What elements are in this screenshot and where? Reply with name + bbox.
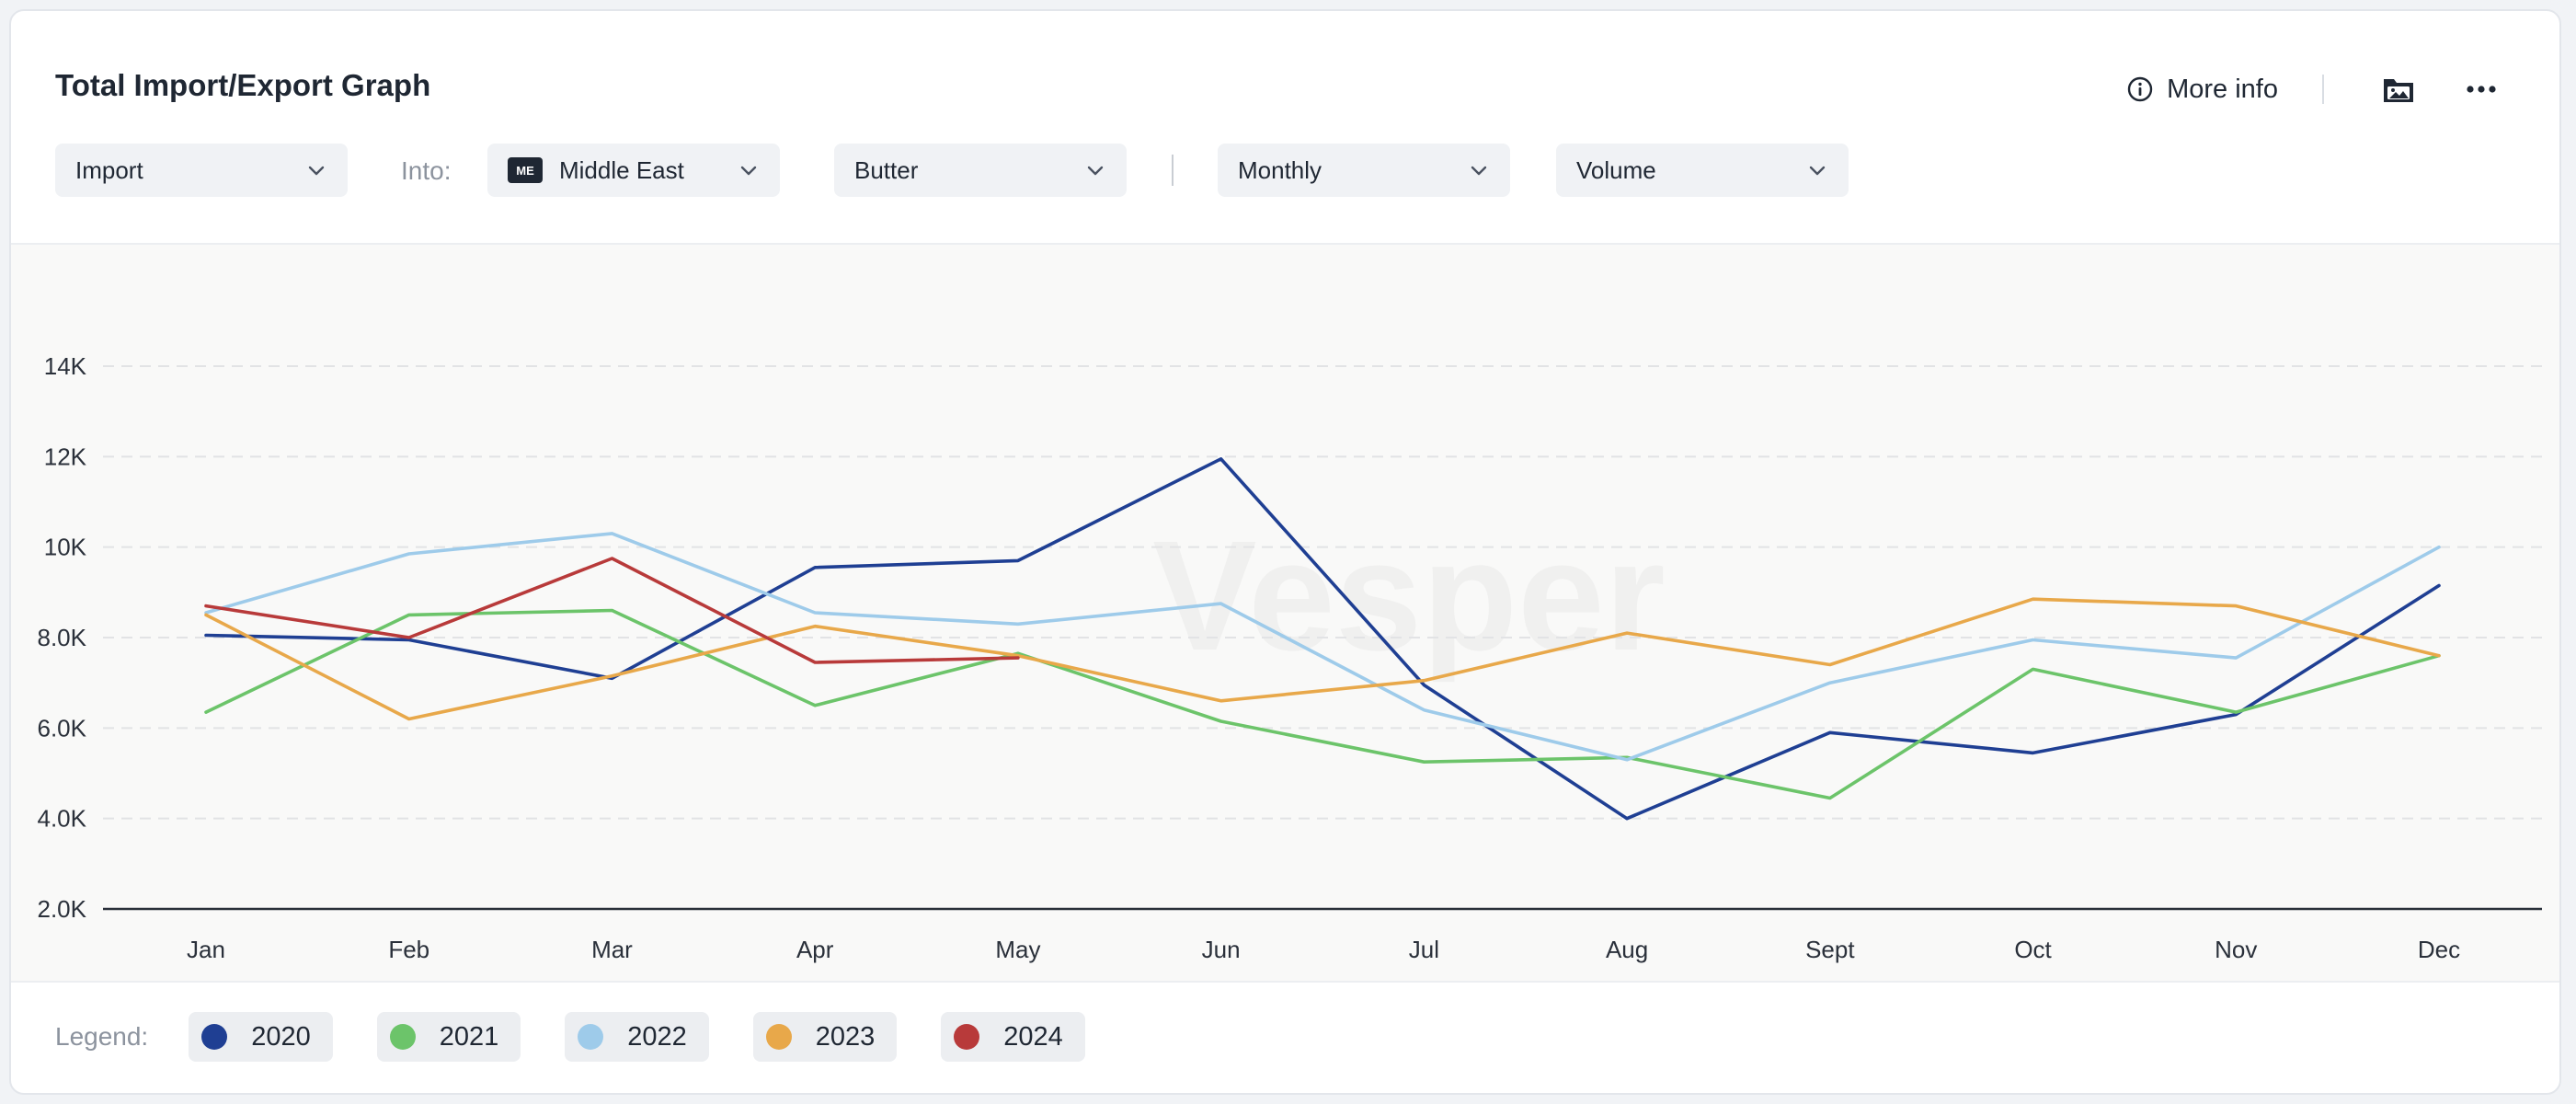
x-tick-label: Dec	[2418, 936, 2460, 963]
series-line-2023	[204, 597, 2441, 721]
period-select[interactable]: Monthly	[1218, 144, 1510, 197]
line-chart: Vesper 2.0K 4.0K 6.0K 8.0K 10K 12K 14K Jan Feb Ma…	[38, 352, 2542, 963]
x-tick-label: Apr	[796, 936, 834, 963]
product-select-value: Butter	[854, 155, 919, 184]
chevron-down-icon	[740, 166, 757, 176]
legend-dot	[201, 1024, 228, 1050]
header-actions: More info	[2126, 66, 2504, 112]
plot-area: Vesper 2.0K 4.0K 6.0K 8.0K 10K 12K 14K Jan Feb Ma…	[11, 243, 2559, 983]
legend-item-label: 2023	[815, 1021, 876, 1052]
info-circle-icon	[2127, 76, 2153, 102]
product-select[interactable]: Butter	[834, 144, 1127, 197]
x-tick-label: May	[995, 936, 1040, 963]
legend-item-2021[interactable]: 2021	[376, 1012, 521, 1062]
measure-select[interactable]: Volume	[1556, 144, 1849, 197]
legend-label: Legend:	[55, 1022, 149, 1051]
measure-select-value: Volume	[1576, 155, 1656, 184]
legend-dot	[389, 1024, 416, 1050]
x-tick-label: Nov	[2215, 936, 2257, 963]
legend-dot	[578, 1024, 604, 1050]
series-line-2021	[204, 608, 2441, 800]
y-tick-label: 10K	[44, 534, 87, 561]
y-tick-label: 14K	[44, 352, 87, 380]
graph-card: Total Import/Export Graph More info	[9, 9, 2561, 1095]
legend-item-label: 2020	[251, 1021, 311, 1052]
y-tick-label: 6.0K	[38, 714, 87, 742]
into-label: Into:	[401, 156, 452, 185]
y-tick-label: 4.0K	[38, 805, 87, 833]
more-info-button[interactable]: More info	[2126, 75, 2278, 105]
legend-dot	[954, 1024, 980, 1050]
chevron-down-icon	[308, 166, 325, 176]
x-tick-label: Mar	[591, 936, 633, 963]
region-select-value: Middle East	[559, 155, 684, 184]
region-select[interactable]: ME Middle East	[487, 144, 780, 197]
legend-item-2022[interactable]: 2022	[565, 1012, 709, 1062]
legend-item-label: 2024	[1003, 1021, 1063, 1052]
flow-select[interactable]: Import	[55, 144, 348, 197]
legend-item-label: 2022	[627, 1021, 687, 1052]
chevron-down-icon	[1809, 166, 1826, 176]
y-tick-label: 8.0K	[38, 624, 87, 651]
y-tick-label: 2.0K	[38, 895, 87, 923]
x-tick-label: Jul	[1409, 936, 1439, 963]
x-tick-label: Jan	[187, 936, 225, 963]
more-info-label: More info	[2167, 74, 2278, 104]
legend-item-label: 2021	[439, 1021, 499, 1052]
x-tick-label: Jun	[1202, 936, 1241, 963]
x-tick-label: Oct	[2014, 936, 2052, 963]
filter-divider	[1172, 155, 1174, 186]
image-folder-icon	[2384, 79, 2413, 102]
legend-item-2020[interactable]: 2020	[189, 1012, 333, 1062]
legend-item-2024[interactable]: 2024	[941, 1012, 1085, 1062]
page-title: Total Import/Export Graph	[55, 68, 431, 102]
chevron-down-icon	[1471, 166, 1487, 176]
x-tick-label: Feb	[388, 936, 429, 963]
x-tick-label: Sept	[1805, 936, 1855, 963]
save-image-button[interactable]	[2376, 66, 2421, 112]
chevron-down-icon	[1087, 166, 1104, 176]
more-horizontal-icon	[2467, 86, 2496, 93]
legend: Legend: 2020 2021 2022 2023 2024	[55, 1012, 1129, 1062]
legend-dot	[765, 1024, 792, 1050]
series-line-2020	[204, 457, 2441, 821]
y-tick-label: 12K	[44, 443, 87, 470]
period-select-value: Monthly	[1238, 155, 1322, 184]
series-line-2024	[204, 557, 1020, 664]
more-options-button[interactable]	[2458, 66, 2504, 112]
header-divider	[2322, 75, 2324, 104]
region-badge: ME	[508, 157, 543, 183]
x-tick-label: Aug	[1606, 936, 1648, 963]
legend-item-2023[interactable]: 2023	[752, 1012, 898, 1062]
watermark: Vesper	[1152, 509, 1666, 684]
flow-select-value: Import	[75, 155, 143, 184]
series-line-2022	[204, 532, 2441, 762]
